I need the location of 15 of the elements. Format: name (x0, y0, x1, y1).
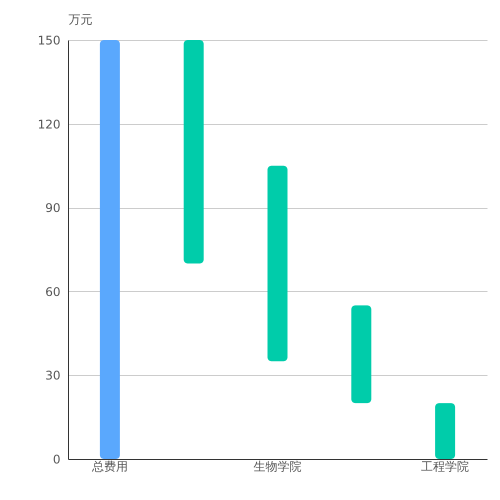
y-axis-title: 万元 (68, 12, 92, 26)
x-tick-label: 生物学院 (254, 460, 302, 474)
y-tick-label: 30 (45, 368, 60, 383)
bar (435, 403, 456, 459)
y-tick-label: 60 (45, 284, 60, 299)
bar (268, 166, 288, 362)
y-tick-label: 0 (52, 452, 60, 466)
y-tick-label: 150 (38, 34, 60, 48)
bar (100, 40, 120, 459)
y-tick-label: 90 (45, 201, 60, 216)
y-tick-label: 120 (38, 117, 60, 132)
bar (351, 305, 372, 404)
x-tick-label: 工程学院 (421, 460, 470, 474)
bar (184, 40, 204, 264)
x-tick-label: 总费用 (90, 460, 128, 474)
